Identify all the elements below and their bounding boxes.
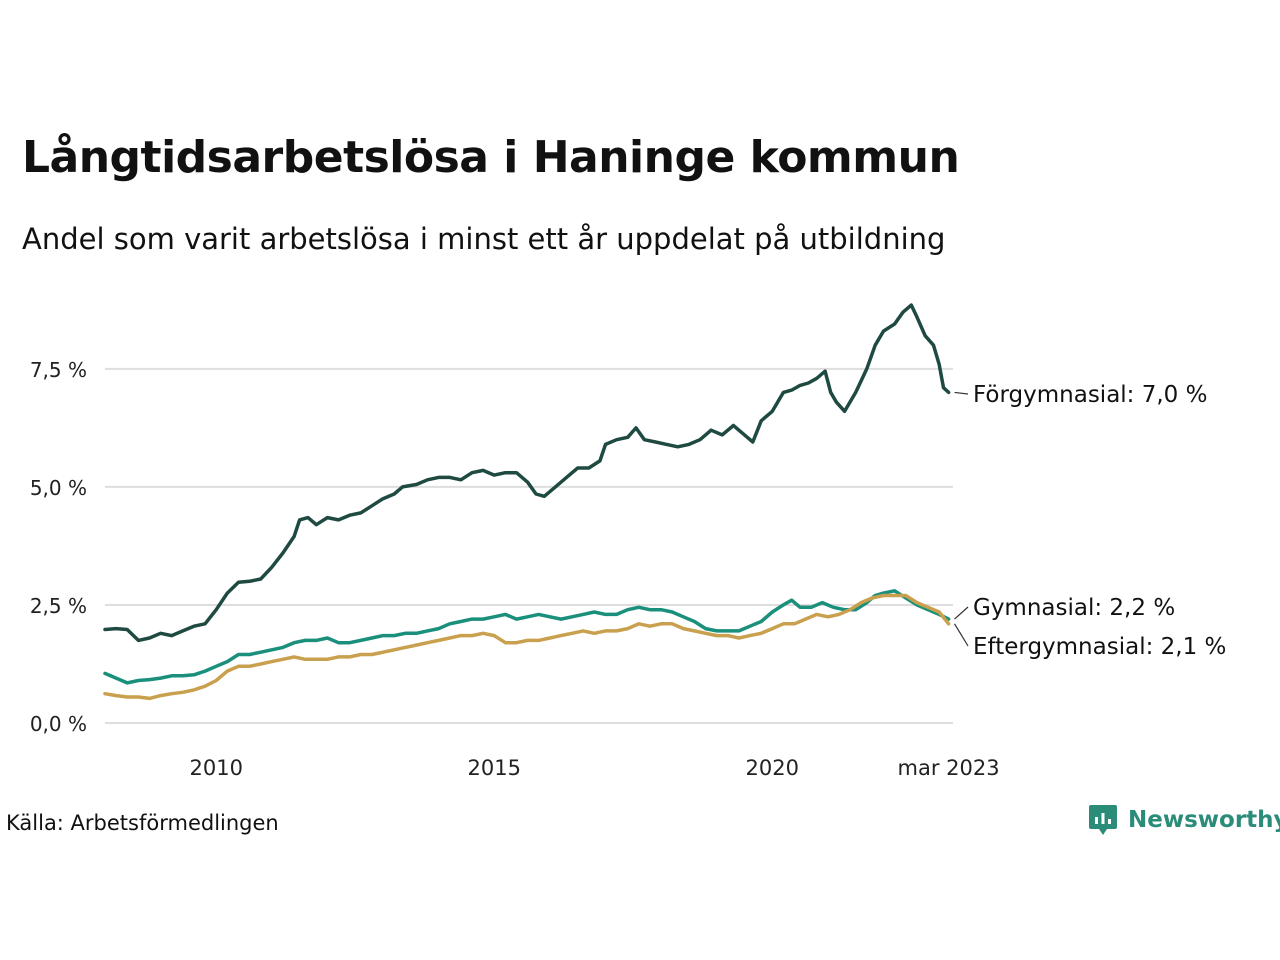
y-tick-label: 2,5 % (30, 594, 87, 618)
y-tick-label: 0,0 % (30, 712, 87, 736)
series-line-gymnasial (103, 589, 951, 685)
newsworthy-logo-icon (1089, 805, 1117, 835)
x-tick-label: 2010 (189, 756, 242, 780)
series-lines (103, 303, 951, 701)
x-tick-label: 2015 (468, 756, 521, 780)
y-axis-ticks: 0,0 % 2,5 % 5,0 % 7,5 % (30, 358, 87, 736)
series-line-förgymnasial (103, 303, 951, 643)
x-tick-label: mar 2023 (898, 756, 1000, 780)
label-connector (954, 391, 969, 395)
label-connector (954, 623, 969, 647)
brand-name: Newsworthy (1128, 807, 1280, 833)
x-tick-label: 2020 (746, 756, 799, 780)
source-note: Källa: Arbetsförmedlingen (6, 811, 279, 835)
chart-subtitle: Andel som varit arbetslösa i minst ett å… (22, 222, 946, 256)
y-tick-label: 5,0 % (30, 476, 87, 500)
brand-logo: Newsworthy (1088, 803, 1280, 837)
series-end-label: Förgymnasial: 7,0 % (973, 382, 1207, 408)
series-end-labels: Förgymnasial: 7,0 % Gymnasial: 2,2 % Efter… (954, 382, 1226, 660)
chart-title: Långtidsarbetslösa i Haninge kommun (22, 132, 960, 183)
series-end-label: Gymnasial: 2,2 % (973, 595, 1175, 621)
x-axis-ticks: 2010 2015 2020 mar 2023 (189, 756, 999, 780)
label-connector (954, 606, 969, 620)
series-end-label: Eftergymnasial: 2,1 % (973, 634, 1226, 660)
y-tick-label: 7,5 % (30, 358, 87, 382)
series-line-eftergymnasial (103, 593, 951, 701)
